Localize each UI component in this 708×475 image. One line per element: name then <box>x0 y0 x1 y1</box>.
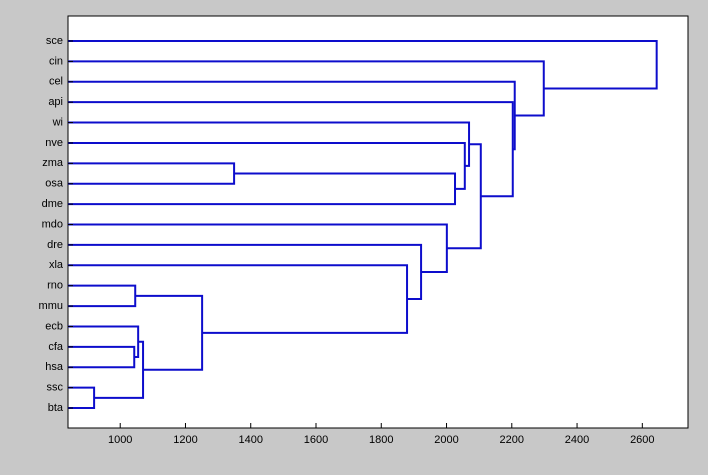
leaf-label: sce <box>46 35 63 47</box>
x-tick-label: 1200 <box>173 434 197 446</box>
link <box>68 80 516 151</box>
leaf-label: ecb <box>45 320 63 332</box>
leaf-label: mmu <box>39 300 63 312</box>
leaf-label: ssc <box>47 382 64 394</box>
leaf-label: zma <box>42 157 64 169</box>
link <box>68 60 545 117</box>
x-tick-label: 2400 <box>565 434 589 446</box>
leaf-label: wi <box>52 116 63 128</box>
leaf-label: xla <box>49 259 64 271</box>
link <box>68 40 658 90</box>
x-tick-label: 2000 <box>434 434 458 446</box>
x-tick-label: 1600 <box>304 434 328 446</box>
x-tick-label: 1800 <box>369 434 393 446</box>
link <box>68 345 136 369</box>
leaf-label: cfa <box>48 341 64 353</box>
plot-area <box>67 15 689 429</box>
leaf-label: cin <box>49 55 63 67</box>
x-tick-label: 2600 <box>630 434 654 446</box>
link <box>68 121 471 167</box>
leaf-label: hsa <box>45 361 64 373</box>
x-tick-label: 1400 <box>238 434 262 446</box>
leaf-label: cel <box>49 76 63 88</box>
leaf-label: dme <box>42 198 63 210</box>
leaf-label: osa <box>45 178 64 190</box>
leaf-label: bta <box>48 402 64 414</box>
link <box>68 101 514 198</box>
leaf-label: nve <box>45 137 63 149</box>
x-tick-label: 1000 <box>108 434 132 446</box>
leaf-label: api <box>48 96 63 108</box>
dendrogram <box>68 40 658 410</box>
link <box>446 143 482 250</box>
leaf-label: mdo <box>42 218 63 230</box>
leaf-label: rno <box>47 280 63 292</box>
link <box>68 264 409 334</box>
link <box>68 284 137 308</box>
leaf-label: dre <box>47 239 63 251</box>
x-tick-label: 2200 <box>500 434 524 446</box>
